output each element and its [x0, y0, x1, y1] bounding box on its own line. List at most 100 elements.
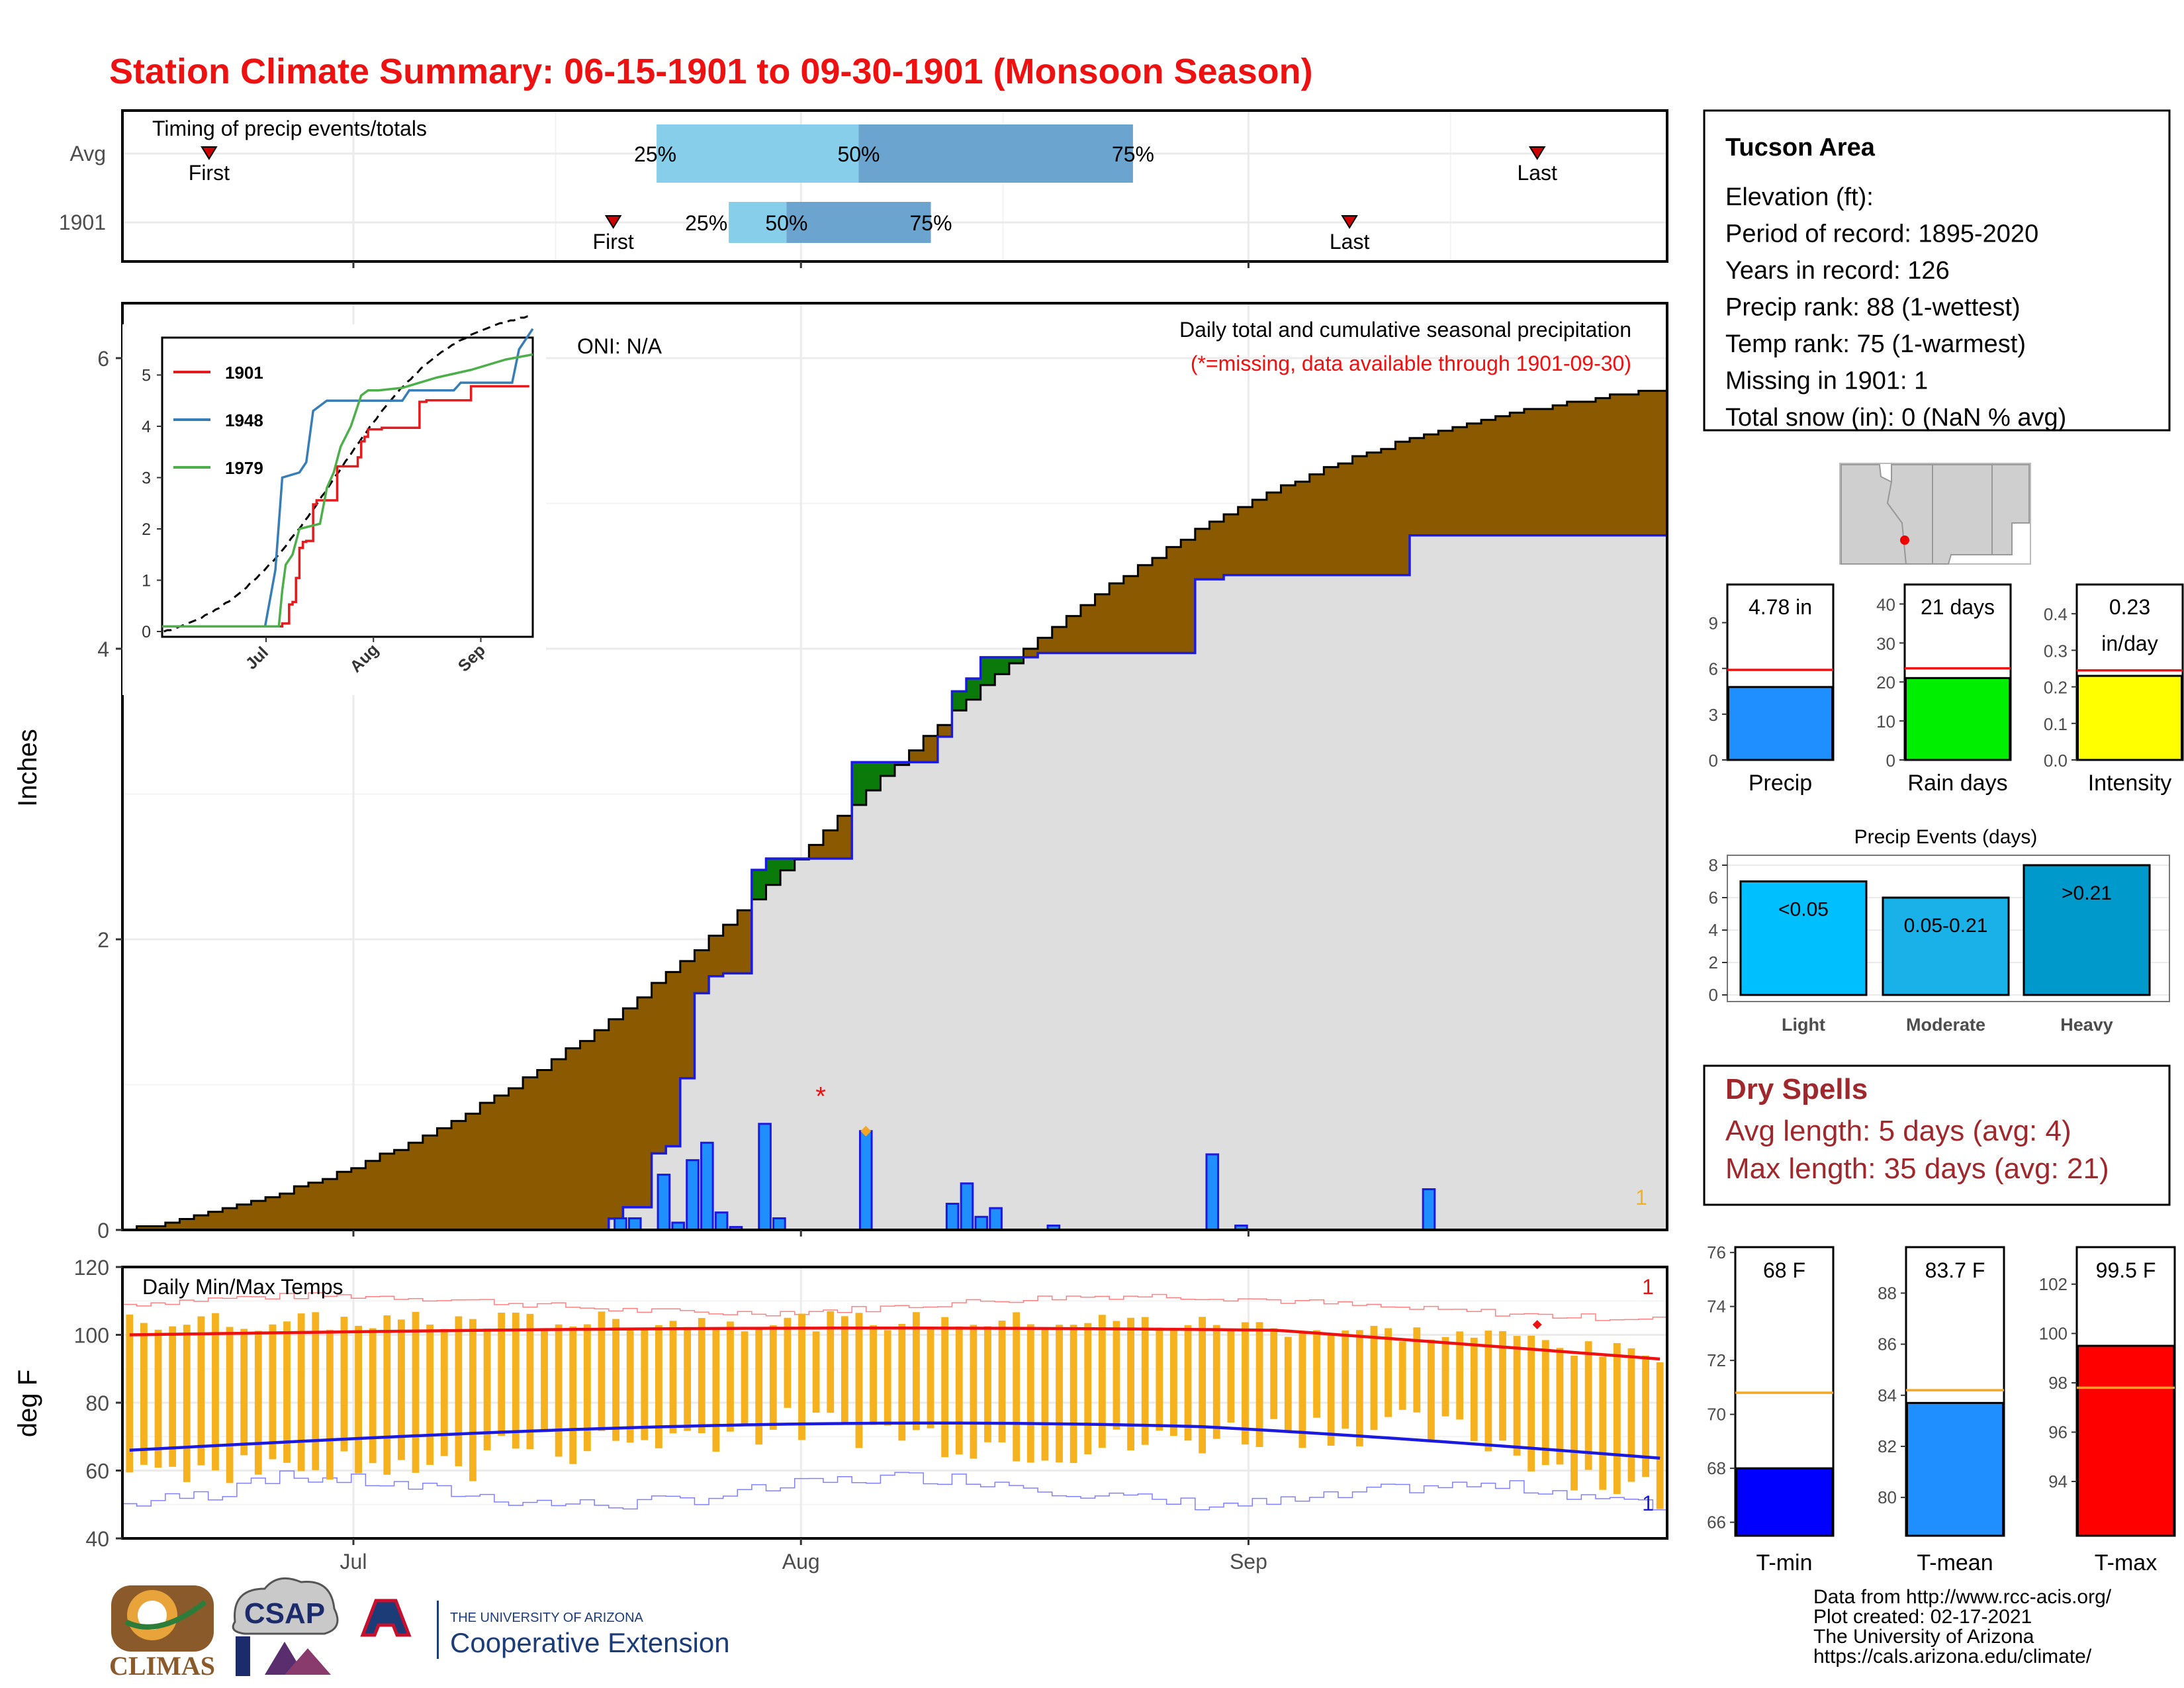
daily-temp-bar — [183, 1325, 191, 1482]
daily-temp-bar — [254, 1331, 262, 1475]
daily-temp-bar — [913, 1312, 920, 1430]
daily-temp-bar — [1212, 1325, 1220, 1439]
daily-temp-bar — [1613, 1342, 1621, 1494]
info-line: Precip rank: 88 (1-wettest) — [1725, 294, 2021, 322]
daily-temp-bar — [1013, 1312, 1021, 1462]
daily-temp-bar — [655, 1325, 662, 1448]
temp-y-axis-label: deg F — [13, 1370, 42, 1437]
y-tick-label: 100 — [2039, 1323, 2068, 1343]
y-tick-label: 9 — [1709, 614, 1718, 633]
inset-y-tick-label: 4 — [142, 418, 151, 436]
timing-event-marker — [1528, 146, 1546, 160]
credit-line-3: The University of Arizona — [1813, 1626, 2034, 1648]
ua-logo-big-text: Cooperative Extension — [450, 1627, 730, 1658]
daily-temp-bar — [1470, 1337, 1478, 1441]
daily-temp-bar — [440, 1329, 448, 1456]
y-tick-label: 0 — [97, 1219, 109, 1243]
missing-data-note: (*=missing, data available through 1901-… — [1191, 352, 1631, 375]
daily-temp-bar — [326, 1329, 334, 1480]
events-frame — [1727, 855, 2170, 1002]
daily-temp-bar — [1584, 1341, 1592, 1470]
daily-temp-bar — [297, 1313, 305, 1472]
event-category-label: Heavy — [2060, 1015, 2113, 1035]
daily-temp-bar — [884, 1330, 891, 1426]
y-tick-label: 20 — [1876, 673, 1895, 692]
overlap-area — [122, 535, 1667, 1230]
daily-temp-bar — [226, 1327, 234, 1483]
y-tick-label: 4 — [1709, 920, 1718, 940]
daily-temp-bar — [1242, 1322, 1249, 1445]
csap-logo: CSAP — [232, 1577, 339, 1676]
daily-temp-bar — [698, 1318, 705, 1434]
daily-temp-bar — [569, 1326, 577, 1464]
inset-series-1979 — [162, 353, 533, 628]
daily-temp-bar — [827, 1311, 835, 1413]
daily-temp-bar — [626, 1330, 634, 1443]
daily-temp-bar — [669, 1321, 677, 1434]
daily-temp-bar — [498, 1313, 506, 1436]
daily-precip-bar — [960, 1182, 974, 1231]
daily-temp-bar — [126, 1314, 134, 1473]
temp-summary-value-label: 83.7 F — [1925, 1258, 1985, 1282]
y-tick-label: 2 — [97, 928, 109, 952]
event-bar-label: <0.05 — [1778, 899, 1829, 921]
daily-temp-bar — [197, 1316, 205, 1466]
y-tick-label: 72 — [1707, 1350, 1726, 1370]
daily-precip-bar — [714, 1211, 729, 1231]
y-tick-label: 0 — [1709, 751, 1718, 771]
daily-temp-bar — [169, 1326, 177, 1467]
summary-bar-value — [1727, 686, 1833, 761]
timing-q75-label: 75% — [910, 211, 952, 235]
y-tick-label: 120 — [74, 1256, 109, 1280]
daily-temp-bar — [355, 1325, 362, 1474]
daily-temp-bar — [483, 1329, 491, 1450]
temp-panel: 40 60 80 100 120 deg F Daily Min/Max Temps 1… — [13, 1256, 1668, 1551]
daily-temp-bar — [1098, 1315, 1106, 1448]
daily-temp-bar — [526, 1313, 534, 1450]
temp-summary-value — [2077, 1344, 2175, 1537]
daily-temp-bar — [598, 1311, 606, 1431]
daily-temp-bar — [1642, 1355, 1649, 1477]
timing-panel: 25% 50% 75% First Last 25% 50% 75% First Last Tim… — [59, 109, 1668, 263]
precip-y-axis-label: Inches — [13, 729, 42, 807]
event-bar — [1882, 896, 2010, 996]
x-tick-label: Jul — [340, 1550, 367, 1573]
dry-spells-box: Dry Spells Avg length: 5 days (avg: 4) M… — [1703, 1064, 2171, 1206]
timing-row-1901-label: 1901 — [59, 211, 106, 234]
timing-event-label: Last — [1330, 230, 1370, 254]
daily-temp-bar — [212, 1313, 219, 1471]
y-tick-label: 86 — [1878, 1335, 1897, 1354]
climas-logo: CLIMAS — [109, 1585, 215, 1681]
station-name: Tucson Area — [1725, 134, 1876, 162]
daily-temp-bar — [412, 1311, 420, 1473]
daily-temp-bar — [1227, 1331, 1235, 1423]
credit-line-4: https://cals.arizona.edu/climate/ — [1813, 1646, 2092, 1667]
daily-temp-bar — [855, 1313, 863, 1448]
daily-precip-bar — [758, 1123, 772, 1231]
inset-legend-label: 1979 — [225, 458, 263, 478]
inset-y-tick-label: 2 — [142, 520, 151, 539]
timing-q50-q75-bar — [786, 202, 931, 243]
seasonal-summary-bars: 0 3 6 9 4.78 in Precip 0 10 20 30 40 21 days Rain da… — [1709, 583, 2184, 796]
y-tick-label: 74 — [1707, 1297, 1726, 1317]
missing-day-marker: * — [815, 1082, 826, 1111]
daily-temp-bar — [1255, 1322, 1263, 1447]
timing-q50-q75-bar — [858, 124, 1133, 183]
summary-bar-value-label: 0.23 — [2109, 595, 2150, 619]
y-tick-label: 4 — [97, 637, 109, 661]
missing-count-label: 1 — [1635, 1186, 1647, 1209]
credit-line-1: Data from http://www.rcc-acis.org/ — [1813, 1586, 2112, 1608]
precip-subtitle: Daily total and cumulative seasonal prec… — [1179, 318, 1631, 342]
y-tick-label: 100 — [74, 1324, 109, 1348]
summary-bar-label: Intensity — [2088, 771, 2172, 796]
event-bar — [1739, 880, 1868, 996]
daily-temp-bar — [1298, 1333, 1306, 1448]
daily-temp-bar — [955, 1326, 963, 1455]
summary-bar-value-label: 4.78 in — [1749, 595, 1812, 619]
average-tmin-line — [129, 1421, 1661, 1460]
average-tmax-line — [129, 1327, 1661, 1361]
temp-summary-value — [1906, 1401, 2004, 1537]
timing-event-marker — [604, 215, 622, 229]
info-line: Missing in 1901: 1 — [1725, 367, 1928, 395]
inset-y-tick-label: 0 — [142, 623, 151, 641]
